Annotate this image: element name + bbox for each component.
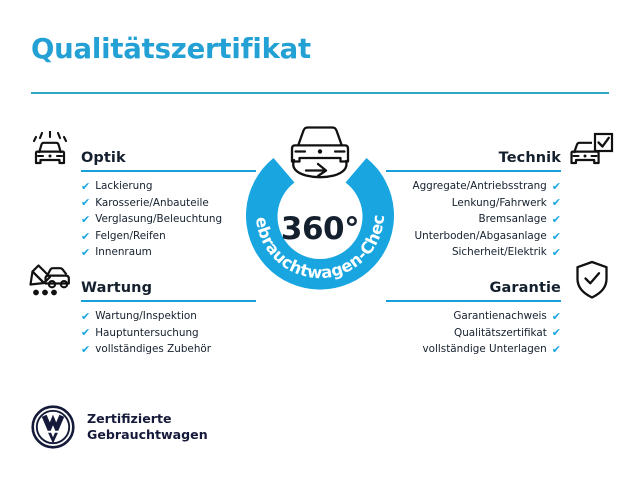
list-item: ✔ Karosserie/Anbauteile: [81, 195, 256, 212]
car-shine-icon: [24, 128, 76, 172]
wartung-check-list: ✔ Wartung/Inspektion ✔ Hauptuntersuchung…: [24, 308, 256, 358]
list-item-label: Sicherheit/Elektrik: [451, 246, 547, 259]
lockup-line-1: Zertifizierte: [87, 411, 172, 426]
check-icon: ✔: [551, 342, 561, 356]
lockup-line-2: Gebrauchtwagen: [87, 427, 208, 442]
list-item-label: Innenraum: [95, 246, 152, 259]
list-item-label: Hauptuntersuchung: [95, 326, 199, 339]
list-item-label: Felgen/Reifen: [95, 229, 166, 242]
volkswagen-lockup-text: Zertifizierte Gebrauchtwagen: [87, 411, 208, 443]
check-icon: ✔: [551, 246, 561, 260]
list-item-label: vollständige Unterlagen: [422, 343, 547, 356]
list-item: ✔ vollständige Unterlagen: [386, 341, 561, 358]
list-item: ✔ Garantienachweis: [386, 308, 561, 325]
section-optik: Optik ✔ Lackierung ✔ Karosserie/Anbautei…: [24, 128, 256, 261]
check-icon: ✔: [81, 326, 91, 340]
section-technik-title: Technik: [498, 150, 561, 166]
section-garantie: Garantie ✔ Garantienachweis ✔ Qualitätsz…: [386, 258, 618, 358]
list-item: ✔ Unterboden/Abgasanlage: [386, 228, 561, 245]
list-item: ✔ Aggregate/Antriebsstrang: [386, 178, 561, 195]
check-icon: ✔: [81, 212, 91, 226]
check-icon: ✔: [551, 212, 561, 226]
car-front-rotation-icon: [280, 120, 360, 182]
section-technik: Technik ✔ Aggregate/Antriebsstrang ✔ Len…: [386, 128, 618, 261]
technik-check-list: ✔ Aggregate/Antriebsstrang ✔ Lenkung/Fah…: [386, 178, 618, 261]
check-icon: ✔: [81, 342, 91, 356]
check-icon: ✔: [81, 229, 91, 243]
list-item-label: Verglasung/Beleuchtung: [95, 213, 223, 226]
list-item: ✔ Bremsanlage: [386, 211, 561, 228]
check-icon: ✔: [551, 309, 561, 323]
list-item-label: Unterboden/Abgasanlage: [414, 229, 547, 242]
list-item-label: Bremsanlage: [478, 213, 547, 226]
list-item-label: Wartung/Inspektion: [95, 310, 197, 322]
check-icon: ✔: [551, 326, 561, 340]
section-technik-header: Technik: [386, 128, 618, 172]
list-item-label: Lenkung/Fahrwerk: [451, 196, 547, 209]
list-item: ✔ Felgen/Reifen: [81, 228, 256, 245]
list-item-label: Karosserie/Anbauteile: [95, 196, 209, 209]
page-title: Qualitätszertifikat: [31, 33, 311, 65]
section-wartung-underline: [81, 300, 256, 302]
pen-car-service-icon: [24, 258, 76, 302]
car-checkbox-icon: [566, 128, 618, 172]
section-wartung-header: Wartung: [24, 258, 256, 302]
list-item: ✔ Qualitätszertifikat: [386, 325, 561, 342]
list-item: ✔ Lackierung: [81, 178, 256, 195]
section-technik-underline: [386, 170, 561, 172]
check-icon: ✔: [551, 229, 561, 243]
optik-check-list: ✔ Lackierung ✔ Karosserie/Anbauteile ✔ V…: [24, 178, 256, 261]
section-garantie-header: Garantie: [386, 258, 618, 302]
section-optik-underline: [81, 170, 256, 172]
list-item-label: Lackierung: [95, 180, 153, 192]
badge-360-gebrauchtwagen-check: Gebrauchtwagen-Check 360°: [224, 118, 416, 310]
list-item-label: Qualitätszertifikat: [454, 326, 547, 339]
list-item-label: Aggregate/Antriebsstrang: [412, 180, 547, 192]
volkswagen-lockup: Zertifizierte Gebrauchtwagen: [31, 405, 208, 449]
badge-center-text: 360°: [280, 211, 360, 247]
list-item: ✔ Lenkung/Fahrwerk: [386, 195, 561, 212]
list-item: ✔ vollständiges Zubehör: [81, 341, 256, 358]
list-item: ✔ Hauptuntersuchung: [81, 325, 256, 342]
volkswagen-logo: [31, 405, 75, 449]
title-divider: [31, 92, 609, 94]
check-icon: ✔: [551, 179, 561, 193]
section-optik-title: Optik: [81, 150, 126, 166]
list-item: ✔ Wartung/Inspektion: [81, 308, 256, 325]
section-wartung: Wartung ✔ Wartung/Inspektion ✔ Hauptunte…: [24, 258, 256, 358]
garantie-check-list: ✔ Garantienachweis ✔ Qualitätszertifikat…: [386, 308, 618, 358]
check-icon: ✔: [81, 196, 91, 210]
shield-check-icon: [566, 258, 618, 302]
list-item-label: Garantienachweis: [453, 310, 547, 322]
check-icon: ✔: [81, 246, 91, 260]
check-icon: ✔: [551, 196, 561, 210]
list-item: ✔ Innenraum: [81, 244, 256, 261]
list-item-label: vollständiges Zubehör: [95, 343, 212, 356]
section-garantie-underline: [386, 300, 561, 302]
section-garantie-title: Garantie: [489, 280, 561, 296]
section-wartung-title: Wartung: [81, 280, 153, 296]
check-icon: ✔: [81, 309, 91, 323]
list-item: ✔ Sicherheit/Elektrik: [386, 244, 561, 261]
list-item: ✔ Verglasung/Beleuchtung: [81, 211, 256, 228]
check-icon: ✔: [81, 179, 91, 193]
section-optik-header: Optik: [24, 128, 256, 172]
